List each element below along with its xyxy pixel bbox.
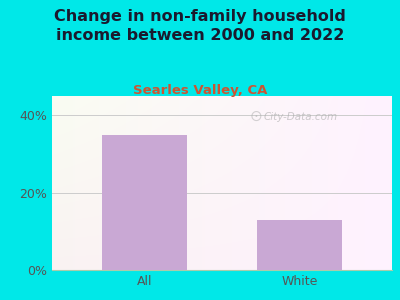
Text: ⊙: ⊙: [250, 110, 262, 124]
Text: Searles Valley, CA: Searles Valley, CA: [133, 84, 267, 97]
Bar: [102, 135, 187, 270]
Text: City-Data.com: City-Data.com: [263, 112, 337, 122]
Bar: [257, 220, 342, 270]
Text: Change in non-family household
income between 2000 and 2022: Change in non-family household income be…: [54, 9, 346, 43]
